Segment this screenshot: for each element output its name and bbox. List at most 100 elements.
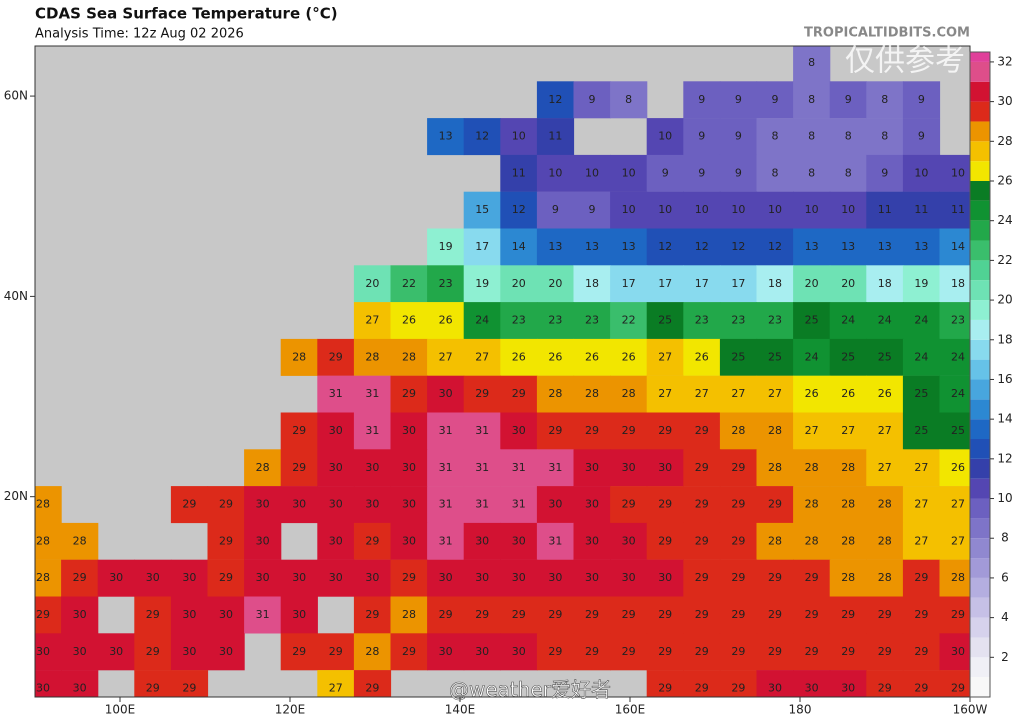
sst-cell	[244, 449, 282, 487]
sst-label: 19	[475, 277, 489, 290]
sst-label: 30	[768, 682, 782, 695]
sst-cell	[353, 449, 392, 487]
sst-label: 27	[439, 350, 453, 363]
sst-label: 30	[292, 608, 306, 621]
sst-cell	[170, 670, 209, 697]
sst-cell	[610, 522, 648, 560]
sst-cell	[390, 375, 428, 413]
sst-cell	[500, 633, 538, 671]
sst-label: 27	[658, 387, 672, 400]
colorbar-segment	[970, 458, 990, 479]
sst-cell	[610, 154, 648, 192]
sst-cell	[646, 265, 684, 303]
sst-label: 29	[329, 645, 343, 658]
sst-label: 31	[548, 534, 562, 547]
sst-label: 24	[841, 314, 855, 327]
sst-label: 30	[109, 645, 123, 658]
sst-cell	[500, 265, 538, 303]
sst-cell	[536, 596, 575, 634]
colorbar-segment	[970, 280, 990, 301]
sst-cell	[390, 302, 428, 340]
sst-label: 30	[658, 571, 672, 584]
sst-cell	[390, 596, 428, 634]
sst-cell	[793, 412, 831, 450]
sst-cell	[646, 191, 684, 229]
sst-cell	[610, 559, 648, 597]
sst-label: 31	[439, 461, 453, 474]
sst-cell	[610, 633, 648, 671]
sst-cell	[829, 118, 867, 156]
sst-label: 29	[658, 682, 672, 695]
sst-cell	[866, 633, 904, 671]
sst-label: 10	[548, 166, 562, 179]
sst-label: 10	[658, 130, 672, 143]
sst-label: 29	[146, 682, 160, 695]
sst-label: 28	[805, 498, 819, 511]
sst-label: 29	[548, 424, 562, 437]
sst-cell	[317, 522, 355, 560]
sst-label: 9	[589, 203, 596, 216]
sst-cell	[536, 302, 575, 340]
sst-label: 29	[622, 424, 636, 437]
sst-label: 29	[219, 534, 233, 547]
sst-label: 29	[878, 608, 892, 621]
sst-cell	[646, 596, 684, 634]
sst-cell	[317, 412, 355, 450]
sst-cell	[683, 412, 721, 450]
sst-label: 17	[695, 277, 709, 290]
sst-label: 29	[731, 534, 745, 547]
sst-label: 24	[914, 350, 928, 363]
sst-cell	[244, 559, 282, 597]
sst-label: 27	[475, 350, 489, 363]
sst-label: 29	[658, 534, 672, 547]
sst-label: 28	[365, 645, 379, 658]
sst-cell	[646, 375, 684, 413]
sst-label: 31	[329, 387, 343, 400]
sst-label: 29	[658, 608, 672, 621]
sst-label: 13	[439, 130, 453, 143]
sst-label: 30	[182, 608, 196, 621]
sst-cell	[829, 412, 867, 450]
sst-label: 26	[805, 387, 819, 400]
sst-cell	[793, 191, 831, 229]
sst-cell	[829, 375, 867, 413]
sst-cell	[463, 191, 501, 229]
colorbar-segment	[970, 121, 990, 142]
sst-cell	[719, 338, 758, 376]
sst-cell	[939, 338, 970, 376]
sst-label: 30	[439, 645, 453, 658]
sst-cell	[719, 375, 758, 413]
sst-cell	[829, 228, 867, 266]
sst-label: 25	[878, 350, 892, 363]
sst-label: 17	[658, 277, 672, 290]
sst-cell	[829, 154, 867, 192]
colorbar-segment	[970, 200, 990, 221]
sst-label: 23	[548, 314, 562, 327]
sst-label: 23	[585, 314, 599, 327]
sst-label: 9	[698, 93, 705, 106]
sst-cell	[683, 486, 721, 524]
sst-label: 8	[808, 130, 815, 143]
sst-label: 29	[914, 571, 928, 584]
sst-label: 31	[548, 461, 562, 474]
sst-cell	[536, 228, 575, 266]
sst-label: 9	[845, 93, 852, 106]
sst-label: 30	[841, 682, 855, 695]
sst-cell	[500, 596, 538, 634]
sst-cell	[97, 559, 135, 597]
sst-label: 25	[841, 350, 855, 363]
sst-label: 30	[329, 424, 343, 437]
sst-label: 29	[585, 608, 599, 621]
sst-label: 26	[622, 350, 636, 363]
sst-cell	[390, 449, 428, 487]
sst-label: 11	[548, 130, 562, 143]
sst-label: 28	[951, 571, 965, 584]
sst-cell	[939, 302, 970, 340]
sst-cell	[646, 486, 684, 524]
sst-label: 29	[182, 682, 196, 695]
sst-cell	[939, 596, 970, 634]
sst-label: 10	[585, 166, 599, 179]
watermark: 仅供参考	[845, 44, 965, 79]
sst-label: 29	[402, 645, 416, 658]
sst-cell	[353, 559, 392, 597]
